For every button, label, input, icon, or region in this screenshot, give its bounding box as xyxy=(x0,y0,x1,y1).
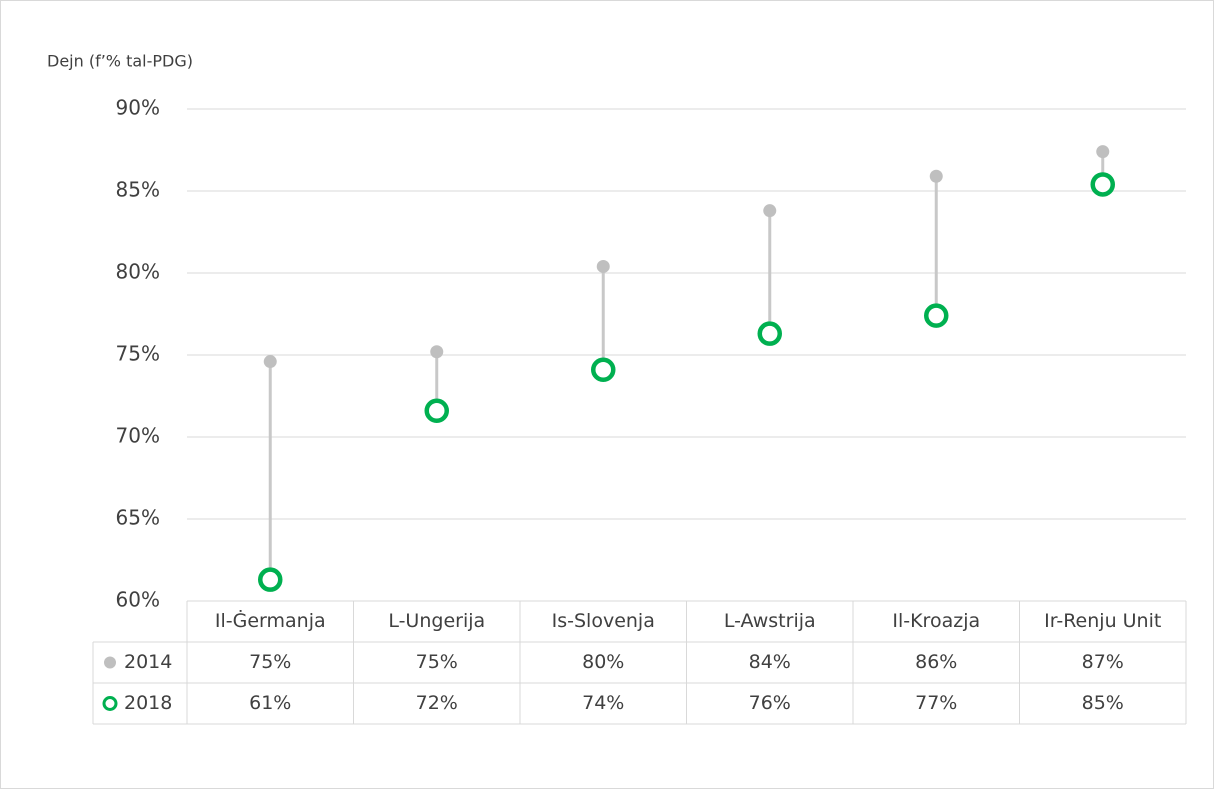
legend-label: 2014 xyxy=(124,651,172,673)
data-label: 77% xyxy=(915,692,957,714)
data-label: 80% xyxy=(582,651,624,673)
point xyxy=(924,303,949,328)
point xyxy=(591,357,616,383)
point xyxy=(929,169,943,183)
data-label: 86% xyxy=(915,651,957,673)
point xyxy=(430,345,444,359)
data-label: 87% xyxy=(1082,651,1124,673)
data-label: 84% xyxy=(749,651,791,673)
point xyxy=(424,398,449,424)
point xyxy=(757,321,782,346)
point xyxy=(263,355,277,369)
x-tick-label: L-Ungerija xyxy=(388,610,485,632)
point xyxy=(1096,145,1110,159)
x-tick-label: Il-Ġermanja xyxy=(215,609,326,632)
y-tick-label: 70% xyxy=(116,424,160,448)
legend-key xyxy=(104,656,116,669)
legend-label: 2018 xyxy=(124,692,172,714)
y-tick-label: 60% xyxy=(116,588,160,612)
axis-title: Dejn (f’% tal-PDG) xyxy=(47,52,193,71)
point xyxy=(596,259,610,273)
data-label: 74% xyxy=(582,692,624,714)
point xyxy=(258,567,283,592)
x-tick-label: Il-Kroazja xyxy=(892,610,980,632)
data-label: 61% xyxy=(249,692,291,714)
data-label: 72% xyxy=(416,692,458,714)
data-label: 85% xyxy=(1082,692,1124,714)
data-label: 75% xyxy=(249,651,291,673)
legend-key xyxy=(102,696,118,711)
x-tick-label: L-Awstrija xyxy=(724,610,816,632)
point xyxy=(763,204,777,218)
y-tick-label: 90% xyxy=(116,96,160,120)
y-tick-label: 75% xyxy=(116,342,160,366)
point xyxy=(1090,172,1115,197)
data-label: 76% xyxy=(749,692,791,714)
x-tick-label: Ir-Renju Unit xyxy=(1044,610,1161,632)
y-tick-label: 80% xyxy=(116,260,160,284)
y-tick-label: 85% xyxy=(116,178,160,202)
x-tick-label: Is-Slovenja xyxy=(552,610,655,632)
y-tick-label: 65% xyxy=(116,506,160,530)
data-label: 75% xyxy=(416,651,458,673)
